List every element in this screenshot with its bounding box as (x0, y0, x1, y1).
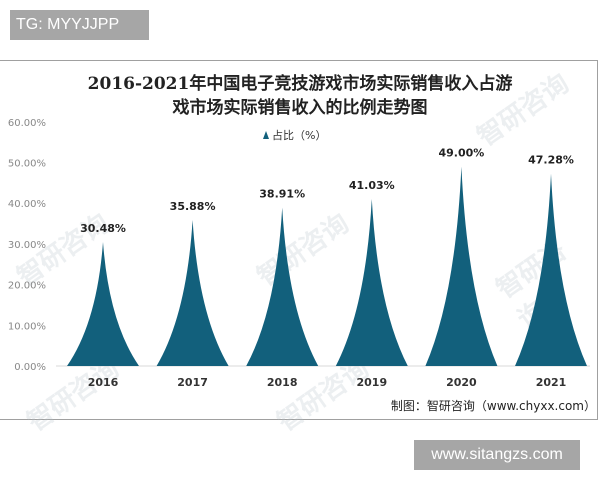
bar-2020 (425, 166, 498, 366)
data-label: 30.48% (80, 222, 126, 235)
bar-2019 (335, 199, 408, 366)
y-tick-label: 10.00% (8, 321, 46, 332)
x-tick-label: 2019 (356, 376, 387, 389)
x-tick-label: 2017 (177, 376, 208, 389)
y-tick-label: 60.00% (8, 118, 46, 129)
bar-2018 (246, 207, 319, 366)
x-tick-label: 2018 (267, 376, 298, 389)
tg-badge: TG: MYYJJPP (10, 10, 149, 40)
chart-title-line2: 戏市场实际销售收入的比例走势图 (172, 98, 428, 118)
data-label: 47.28% (528, 154, 574, 167)
y-tick-label: 40.00% (8, 199, 46, 210)
x-tick-label: 2021 (536, 376, 567, 389)
y-tick-label: 50.00% (8, 159, 46, 170)
bar-2021 (515, 173, 587, 366)
data-label: 41.03% (349, 179, 395, 192)
x-axis: 2016 2017 2018 2019 2020 2021 (88, 376, 567, 389)
site-badge: www.sitangzs.com (414, 440, 580, 470)
legend: 占比（%） (263, 127, 326, 143)
bar-2017 (156, 219, 229, 366)
data-label: 49.00% (438, 147, 484, 160)
y-tick-label: 20.00% (8, 281, 46, 292)
x-tick-label: 2020 (446, 376, 477, 389)
y-axis: 0.00% 10.00% 20.00% 30.00% 40.00% 50.00% 60.00… (8, 118, 590, 373)
y-tick-label: 0.00% (14, 362, 46, 373)
bars: 30.48% 35.88% 38.91% 41.03% 49.00% 47.28% (67, 147, 587, 366)
y-tick-label: 30.00% (8, 240, 46, 251)
legend-label: 占比（%） (272, 129, 327, 142)
x-tick-label: 2016 (88, 376, 119, 389)
bar-2016 (67, 241, 139, 366)
data-label: 38.91% (259, 188, 305, 201)
chart-title-line1: 2016-2021年中国电子竞技游戏市场实际销售收入占游 (87, 74, 513, 94)
data-label: 35.88% (170, 200, 216, 213)
source-note: 制图：智研咨询（www.chyxx.com） (390, 399, 596, 413)
chart-title: 2016-2021年中国电子竞技游戏市场实际销售收入占游 戏市场实际销售收入的比… (0, 72, 600, 120)
triangle-icon (263, 131, 269, 139)
